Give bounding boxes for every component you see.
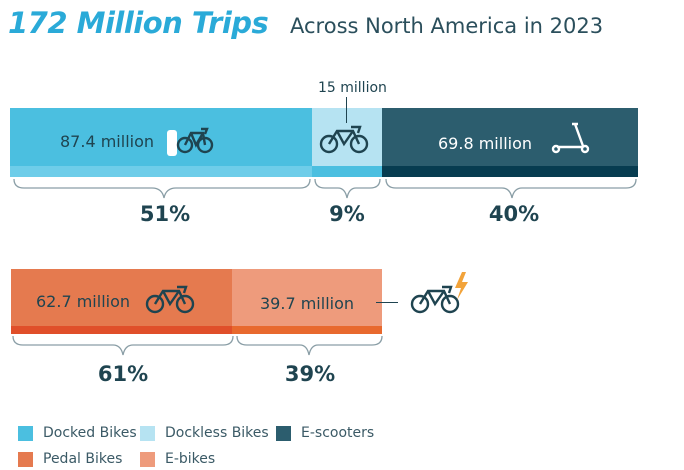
brace-scooters — [385, 178, 637, 199]
legend-e-scooters: E-scooters — [276, 425, 374, 441]
docked-bike-icon — [167, 127, 214, 156]
brace-docked — [13, 178, 311, 199]
legend-label: E-scooters — [301, 425, 375, 441]
e-scooter-icon — [551, 122, 590, 154]
pct-dockless: 9% — [329, 202, 365, 226]
label-ebikes: 39.7 million — [260, 294, 355, 313]
legend-label: Pedal Bikes — [43, 451, 123, 467]
pct-scooters: 40% — [488, 202, 540, 226]
braces-row-2 — [12, 335, 383, 356]
pct-docked: 51% — [139, 202, 191, 226]
e-bike-icon — [410, 272, 468, 314]
bar-strip — [10, 166, 312, 177]
bar-e-scooters — [382, 108, 638, 177]
title-main: 172 Million Trips — [8, 6, 269, 40]
lightning-icon — [455, 272, 468, 300]
pct-pedal: 61% — [97, 362, 149, 386]
brace-pedal — [12, 335, 234, 356]
legend-pedal-bikes: Pedal Bikes — [18, 451, 122, 467]
legend-dockless-bikes: Dockless Bikes — [140, 425, 269, 441]
label-dockless: 15 million — [318, 80, 387, 96]
brace-ebikes — [236, 335, 383, 356]
legend-swatch — [18, 451, 33, 467]
braces-row-1 — [13, 178, 637, 199]
label-scooters: 69.8 million — [438, 134, 533, 153]
bar-docked-bikes — [10, 108, 312, 177]
pedal-bike-icon — [145, 285, 195, 314]
legend-swatch — [18, 425, 33, 441]
legend-swatch — [140, 425, 155, 441]
leader-line — [346, 97, 347, 123]
legend-docked-bikes: Docked Bikes — [18, 425, 137, 441]
legend-swatch — [140, 451, 155, 467]
legend-label: Dockless Bikes — [165, 425, 269, 441]
pct-ebikes: 39% — [284, 362, 336, 386]
title-sub: Across North America in 2023 — [290, 14, 604, 38]
label-pedal: 62.7 million — [36, 292, 131, 311]
bar-strip — [312, 166, 382, 177]
legend-e-bikes: E-bikes — [140, 451, 215, 467]
bar-e-bikes — [232, 269, 382, 334]
bar-strip — [11, 326, 232, 334]
legend-label: E-bikes — [165, 451, 216, 467]
label-docked: 87.4 million — [60, 132, 155, 151]
dockless-bike-icon — [319, 125, 369, 154]
bar-strip — [382, 166, 638, 177]
bar-pedal-bikes — [11, 269, 232, 334]
bar-strip — [232, 326, 382, 334]
bar-dockless-bikes — [312, 108, 382, 177]
legend-swatch — [276, 425, 291, 441]
legend-label: Docked Bikes — [43, 425, 137, 441]
leader-line — [376, 302, 398, 303]
brace-dockless — [314, 178, 381, 199]
